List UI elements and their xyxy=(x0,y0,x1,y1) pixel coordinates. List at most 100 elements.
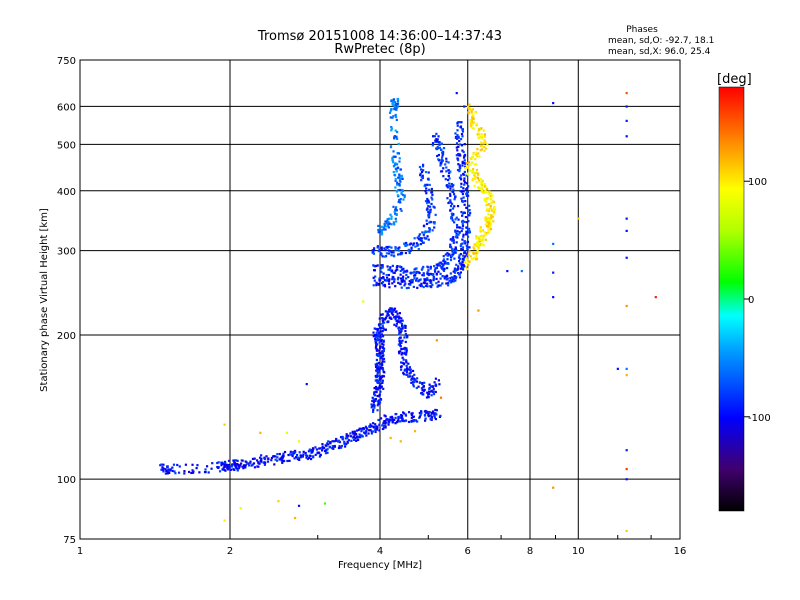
data-point xyxy=(415,386,418,390)
data-point xyxy=(460,182,463,185)
data-point xyxy=(360,434,363,437)
data-point xyxy=(223,460,227,463)
data-point xyxy=(447,161,450,164)
data-point xyxy=(382,277,385,280)
data-point xyxy=(625,304,628,308)
data-point xyxy=(435,139,438,142)
data-point xyxy=(425,192,428,195)
data-point xyxy=(437,379,441,382)
data-point xyxy=(398,183,401,186)
data-point xyxy=(462,251,466,255)
data-point xyxy=(381,313,384,316)
data-point xyxy=(454,247,457,250)
data-point xyxy=(392,150,395,153)
data-point xyxy=(290,450,293,454)
data-point xyxy=(371,410,375,413)
data-point xyxy=(475,163,478,166)
data-point xyxy=(625,468,628,471)
data-point xyxy=(386,312,389,315)
data-point xyxy=(376,352,379,356)
data-point xyxy=(383,318,387,321)
data-point xyxy=(435,409,439,412)
data-point xyxy=(371,249,374,252)
data-point xyxy=(380,225,383,228)
data-point xyxy=(390,125,393,129)
data-point xyxy=(394,217,397,220)
data-point xyxy=(184,463,187,466)
data-point xyxy=(485,219,488,222)
data-point xyxy=(394,101,397,104)
data-point xyxy=(455,249,458,252)
data-point xyxy=(380,252,383,255)
data-point xyxy=(190,471,193,475)
data-point xyxy=(468,246,471,249)
data-point xyxy=(394,102,398,106)
data-point xyxy=(397,350,401,353)
data-point xyxy=(164,468,167,471)
data-point xyxy=(385,222,388,225)
data-point xyxy=(399,273,402,276)
data-point xyxy=(480,135,484,138)
data-point xyxy=(394,208,397,211)
data-point xyxy=(466,166,470,169)
data-point xyxy=(240,462,243,465)
data-point xyxy=(401,326,404,329)
data-point xyxy=(395,170,398,173)
data-point xyxy=(625,229,628,232)
data-point xyxy=(379,362,382,366)
data-point xyxy=(430,191,433,194)
data-point xyxy=(305,382,308,386)
data-point xyxy=(339,446,343,449)
data-point xyxy=(373,391,376,394)
data-point xyxy=(433,135,436,138)
data-point xyxy=(462,211,466,214)
data-point xyxy=(418,284,421,287)
data-point xyxy=(235,466,238,469)
data-point xyxy=(379,353,382,356)
data-point xyxy=(405,369,408,372)
data-point xyxy=(365,427,368,430)
data-point xyxy=(176,463,179,467)
data-point xyxy=(428,205,432,208)
data-point xyxy=(461,214,464,217)
data-point xyxy=(488,225,492,228)
data-point xyxy=(434,140,437,143)
data-point xyxy=(387,314,390,317)
data-point xyxy=(387,252,391,255)
data-point xyxy=(318,455,321,458)
data-point xyxy=(166,465,169,468)
data-point xyxy=(408,368,412,372)
data-point xyxy=(374,399,377,403)
data-point xyxy=(465,244,468,247)
data-point xyxy=(420,387,424,390)
data-point xyxy=(337,439,341,443)
data-point xyxy=(485,225,489,228)
data-point xyxy=(424,189,427,193)
data-point xyxy=(434,412,437,415)
data-point xyxy=(447,169,450,172)
data-point xyxy=(382,422,385,425)
data-point xyxy=(373,327,376,330)
data-point xyxy=(437,284,440,287)
data-point xyxy=(386,276,389,279)
data-point xyxy=(625,449,628,452)
data-point xyxy=(469,211,472,215)
data-point xyxy=(474,255,477,258)
data-point xyxy=(293,516,297,520)
data-point xyxy=(433,222,436,225)
data-point xyxy=(421,174,424,177)
data-point xyxy=(374,430,377,434)
data-point xyxy=(298,451,301,454)
data-point xyxy=(411,279,414,282)
data-point xyxy=(458,168,461,171)
data-point xyxy=(483,182,486,186)
data-point xyxy=(428,188,431,191)
data-point xyxy=(161,466,164,469)
data-point xyxy=(360,430,363,433)
data-point xyxy=(390,312,394,315)
data-point xyxy=(382,226,386,229)
data-point xyxy=(442,268,445,271)
data-point xyxy=(375,426,379,430)
data-point xyxy=(403,284,406,287)
data-point xyxy=(376,404,379,407)
